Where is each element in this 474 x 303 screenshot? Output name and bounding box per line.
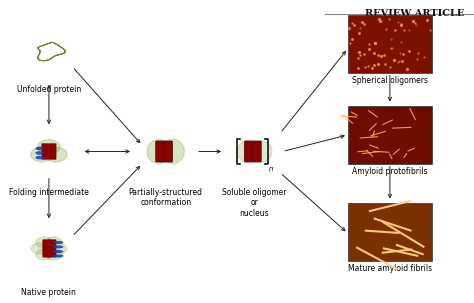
Ellipse shape: [53, 255, 64, 258]
Ellipse shape: [36, 151, 44, 155]
Circle shape: [38, 140, 60, 154]
Ellipse shape: [36, 147, 44, 150]
Polygon shape: [147, 139, 170, 164]
Text: Native protein: Native protein: [21, 288, 76, 297]
Circle shape: [36, 249, 53, 260]
Ellipse shape: [36, 156, 44, 159]
Bar: [348, 15, 432, 73]
Text: Folding intermediate: Folding intermediate: [9, 188, 89, 197]
Ellipse shape: [53, 250, 64, 253]
Ellipse shape: [53, 241, 64, 244]
Text: Soluble oligomer
or
nucleus: Soluble oligomer or nucleus: [222, 188, 287, 218]
Text: Partially-structured
conformation: Partially-structured conformation: [129, 188, 203, 207]
Text: n: n: [268, 166, 273, 172]
FancyBboxPatch shape: [155, 141, 165, 162]
FancyBboxPatch shape: [41, 143, 49, 160]
Circle shape: [45, 147, 67, 162]
FancyBboxPatch shape: [252, 141, 262, 162]
Circle shape: [45, 237, 62, 248]
FancyBboxPatch shape: [164, 141, 173, 162]
FancyBboxPatch shape: [244, 141, 254, 162]
Circle shape: [36, 237, 53, 248]
Text: Unfolded protein: Unfolded protein: [17, 85, 81, 94]
FancyBboxPatch shape: [48, 239, 56, 258]
FancyBboxPatch shape: [49, 143, 56, 160]
Ellipse shape: [53, 245, 64, 248]
Circle shape: [31, 147, 53, 162]
FancyBboxPatch shape: [42, 239, 50, 258]
Circle shape: [45, 249, 62, 260]
Circle shape: [50, 243, 67, 254]
Text: REVIEW ARTICLE: REVIEW ARTICLE: [365, 9, 465, 18]
Text: Spherical oligomers: Spherical oligomers: [352, 76, 428, 85]
Text: Amyloid protofibrils: Amyloid protofibrils: [352, 167, 428, 176]
Polygon shape: [161, 139, 184, 164]
Polygon shape: [237, 141, 258, 162]
Bar: [348, 203, 432, 261]
Text: Mature amyloid fibrils: Mature amyloid fibrils: [348, 264, 432, 273]
Polygon shape: [251, 141, 272, 162]
Circle shape: [31, 243, 48, 254]
Bar: [348, 106, 432, 164]
